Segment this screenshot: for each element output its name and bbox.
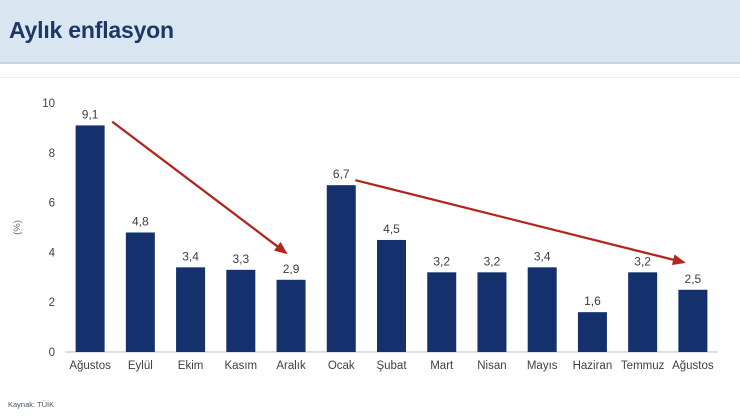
x-tick-5: Ocak <box>328 360 355 372</box>
bar-value-8: 3,2 <box>484 254 501 268</box>
x-tick-1: Eylül <box>128 360 153 372</box>
x-tick-3: Kasım <box>225 360 258 372</box>
bar-value-3: 3,3 <box>232 252 249 266</box>
x-tick-6: Şubat <box>376 360 407 372</box>
bar-0 <box>75 125 105 352</box>
bar-6 <box>377 239 406 352</box>
bar-value-4: 2,9 <box>283 262 300 276</box>
bar-value-0: 9,1 <box>82 107 99 121</box>
x-tick-0: Ağustos <box>69 360 111 372</box>
bar-value-7: 3,2 <box>433 254 450 268</box>
y-tick-3: 6 <box>49 198 55 210</box>
x-tick-4: Aralık <box>276 360 306 372</box>
bar-8 <box>477 272 507 352</box>
y-tick-5: 10 <box>42 98 55 110</box>
bar-12 <box>678 289 708 352</box>
bar-value-12: 2,5 <box>685 272 702 286</box>
source-note: Kaynak: TÜİK <box>8 400 55 409</box>
bar-5 <box>326 185 356 352</box>
bar-value-9: 3,4 <box>534 249 551 263</box>
bar-value-11: 3,2 <box>634 254 651 268</box>
x-tick-12: Ağustos <box>672 360 714 372</box>
x-tick-7: Mart <box>430 360 454 372</box>
bar-value-10: 1,6 <box>584 294 601 308</box>
header-band: Aylık enflasyon <box>0 0 740 64</box>
bar-value-5: 6,7 <box>333 167 350 181</box>
trend-arrow-2 <box>355 179 686 266</box>
divider-line <box>0 77 740 78</box>
y-tick-0: 0 <box>49 347 55 359</box>
bar-2 <box>176 267 206 352</box>
bar-9 <box>527 267 557 352</box>
page-title: Aylık enflasyon <box>9 17 174 43</box>
bar-4 <box>276 279 306 352</box>
y-tick-1: 2 <box>49 297 55 309</box>
bar-7 <box>427 272 457 352</box>
bar-value-6: 4,5 <box>383 222 400 236</box>
bar-3 <box>226 269 256 352</box>
y-tick-4: 8 <box>49 148 55 160</box>
bar-value-1: 4,8 <box>132 214 149 228</box>
trend-arrow-1 <box>111 120 288 255</box>
x-tick-10: Haziran <box>573 360 613 372</box>
chart-area: 0 2 4 6 8 10 (%) 9,1 Ağustos 4,8 Eylül 3,4 Ekim 3,3 Ka… <box>0 77 740 402</box>
x-tick-9: Mayıs <box>527 360 558 372</box>
x-tick-2: Ekim <box>178 360 204 372</box>
y-tick-2: 4 <box>49 247 56 259</box>
inflation-bar-chart: 0 2 4 6 8 10 (%) 9,1 Ağustos 4,8 Eylül 3,4 Ekim 3,3 Ka… <box>12 98 718 372</box>
x-tick-11: Temmuz <box>621 360 665 372</box>
bar-value-2: 3,4 <box>182 249 199 263</box>
bar-1 <box>125 232 155 352</box>
bar-10 <box>577 312 607 352</box>
x-tick-8: Nisan <box>477 360 506 372</box>
y-axis-label: (%) <box>12 220 23 235</box>
bar-11 <box>628 272 658 352</box>
